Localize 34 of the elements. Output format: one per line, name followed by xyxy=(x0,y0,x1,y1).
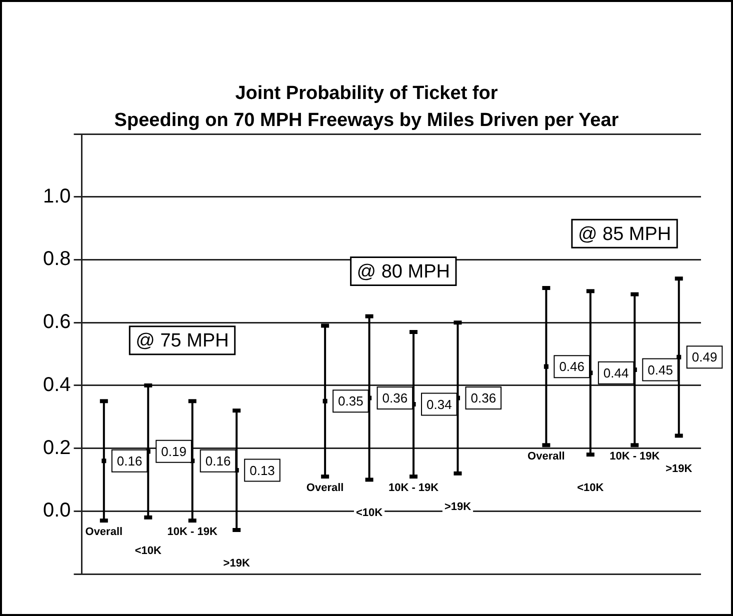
y-tick-label: 0.6 xyxy=(42,311,71,334)
data-label: 0.16 xyxy=(116,453,142,468)
annotation: @ 80 MPH xyxy=(356,262,450,283)
data-label: 0.49 xyxy=(692,350,718,365)
data-label: 0.46 xyxy=(559,359,585,374)
x-tick-label: 10K - 19K xyxy=(610,450,660,463)
annotation: @ 85 MPH xyxy=(578,224,672,245)
data-label: 0.16 xyxy=(205,453,231,468)
x-tick-label: Overall xyxy=(85,526,123,538)
data-label: 0.36 xyxy=(382,390,408,406)
y-tick-label: 0.0 xyxy=(42,500,71,522)
chart-title: Joint Probability of Ticket for Speeding on 70 MPH Freeways by Miles Driven per Year xyxy=(113,82,620,133)
x-tick-label: Overall xyxy=(528,450,565,463)
data-label: 0.19 xyxy=(161,444,186,460)
y-tick-label: 1.0 xyxy=(42,185,71,208)
data-label: 0.35 xyxy=(338,394,364,409)
x-tick-label: <10K xyxy=(356,507,383,520)
y-tick-label: 0.8 xyxy=(42,248,71,270)
y-tick-label: 0.2 xyxy=(42,436,71,459)
x-tick-label: >19K xyxy=(223,558,250,570)
data-label: 0.44 xyxy=(603,365,629,380)
x-tick-label: 10K - 19K xyxy=(388,482,439,494)
x-tick-label: >19K xyxy=(444,500,472,513)
data-label: 0.34 xyxy=(426,396,452,412)
data-label: 0.45 xyxy=(648,362,673,378)
annotation: @ 75 MPH xyxy=(136,330,229,352)
y-tick-label: 0.4 xyxy=(42,374,71,396)
data-label: 0.13 xyxy=(250,462,275,478)
x-tick-label: <10K xyxy=(134,544,162,557)
x-tick-label: >19K xyxy=(666,463,692,476)
x-tick-label: Overall xyxy=(306,482,344,494)
x-tick-label: 10K - 19K xyxy=(167,526,218,538)
data-label: 0.36 xyxy=(470,390,496,406)
x-tick-label: <10K xyxy=(577,482,604,494)
